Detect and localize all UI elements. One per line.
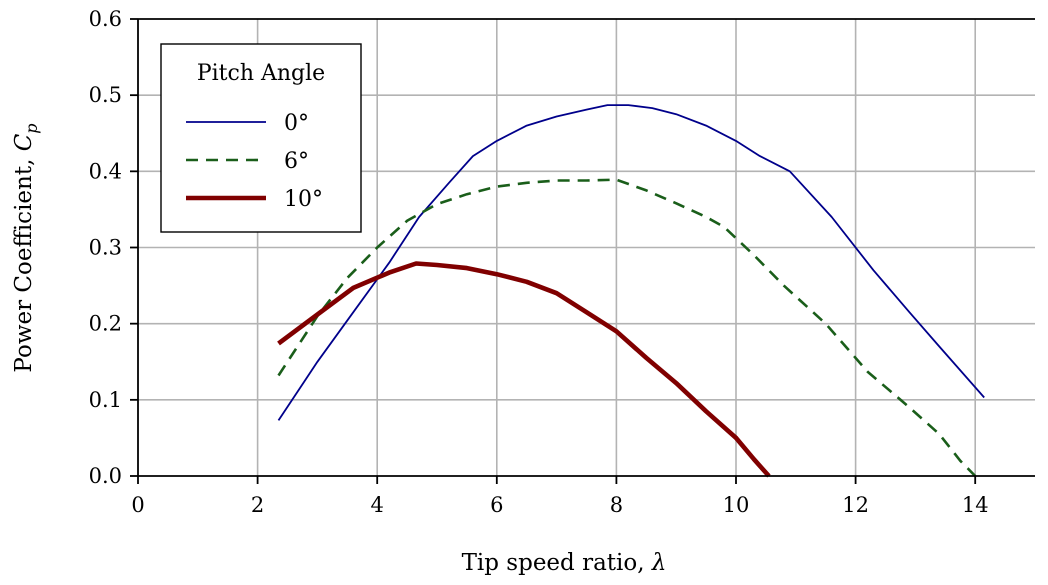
tick-labels: 0 2 4 6 8 10 12 14 0.0 0.1 0.2 0.3 0.4 0.5 0.6: [89, 7, 989, 517]
series-lines: [277, 104, 985, 478]
legend-box: [160, 43, 362, 233]
x-tick-label: 0: [131, 493, 144, 517]
x-axis-label: Tip speed ratio, λ: [462, 550, 667, 576]
y-tick-label: 0.2: [89, 312, 122, 336]
x-tick-label: 8: [610, 493, 623, 517]
axes: [130, 18, 1035, 484]
x-tick-label: 4: [371, 493, 384, 517]
x-tick-label: 14: [962, 493, 989, 517]
legend-title: Pitch Angle: [197, 61, 325, 86]
x-tick-label: 12: [842, 493, 869, 517]
legend: Pitch Angle 0° 6° 10°: [160, 43, 362, 233]
series-line-1: [277, 178, 977, 477]
y-tick-label: 0.0: [89, 464, 122, 488]
y-tick-label: 0.4: [89, 159, 122, 183]
series-line-2: [277, 261, 771, 478]
y-tick-label: 0.6: [89, 7, 122, 31]
legend-entries: 0° 6° 10°: [186, 111, 323, 212]
x-tick-label: 6: [490, 493, 503, 517]
y-tick-label: 0.5: [89, 83, 122, 107]
y-axis-label-symbol: C: [11, 133, 37, 151]
y-tick-label: 0.3: [89, 236, 122, 260]
x-axis-label-main: Tip speed ratio,: [462, 550, 652, 576]
legend-label-2: 10°: [284, 187, 323, 212]
y-axis-label-subscript: p: [22, 123, 41, 133]
x-tick-label: 2: [251, 493, 264, 517]
series-line-0: [277, 104, 985, 421]
y-tick-label: 0.1: [89, 388, 122, 412]
y-axis-label: Power Coefficient, Cp: [11, 123, 41, 372]
x-tick-label: 10: [723, 493, 750, 517]
legend-label-1: 6°: [284, 149, 309, 174]
x-axis-label-symbol: λ: [651, 550, 667, 576]
y-axis-label-main: Power Coefficient,: [11, 151, 37, 372]
legend-label-0: 0°: [284, 111, 309, 136]
